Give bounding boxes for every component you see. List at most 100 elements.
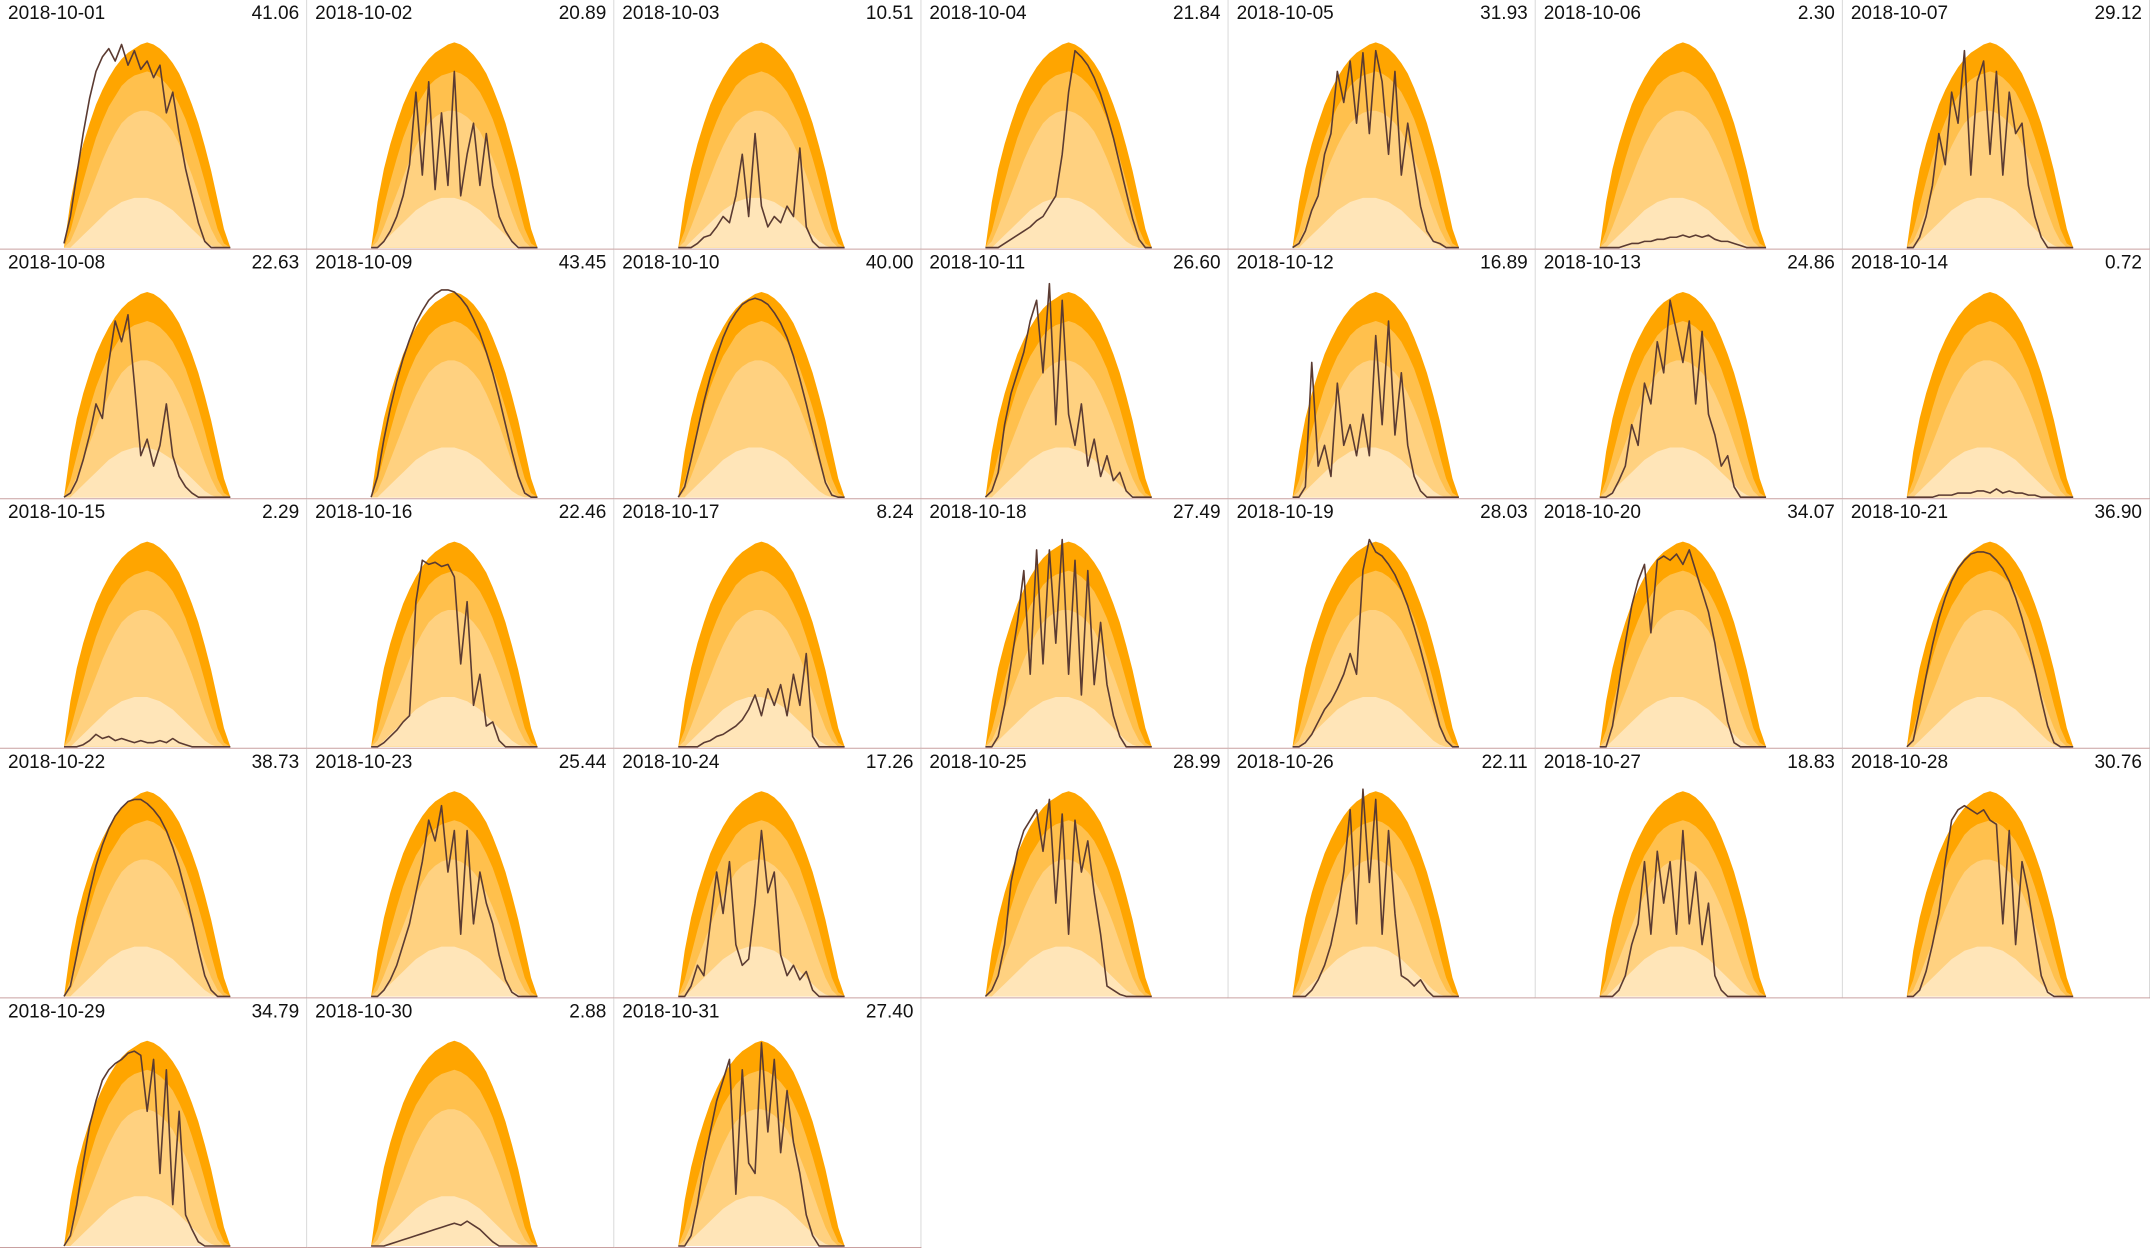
band-area	[371, 859, 538, 997]
production-line	[370, 289, 538, 498]
panel: 2018-10-08 22.63	[0, 249, 308, 500]
panel-date: 2018-10-18	[929, 502, 1026, 523]
production-line	[984, 282, 1152, 498]
panel: 2018-10-30 2.88	[307, 998, 615, 1248]
panel-total: 41.06	[252, 3, 300, 24]
panel-total: 36.90	[2094, 502, 2142, 523]
band-area	[1599, 697, 1767, 747]
panel-total: 31.93	[1480, 3, 1528, 24]
panel-date: 2018-10-13	[1544, 253, 1641, 274]
panel: 2018-10-01 41.06	[0, 0, 308, 250]
band-area	[1599, 609, 1767, 747]
band-area	[63, 110, 231, 248]
band-area	[1906, 447, 2074, 498]
panel: 2018-10-17 8.24	[614, 499, 922, 749]
panel-date: 2018-10-03	[622, 3, 719, 24]
panel-date: 2018-10-21	[1851, 502, 1948, 523]
panel-total: 40.00	[866, 253, 914, 274]
band-area	[985, 197, 1152, 248]
band-area	[63, 1196, 231, 1246]
panel-total: 28.03	[1480, 502, 1528, 523]
band-area	[1599, 447, 1767, 498]
band-area	[1599, 197, 1767, 248]
band-area	[371, 110, 538, 248]
panel: 2018-10-28 30.76	[1842, 748, 2150, 999]
production-line	[678, 1042, 845, 1247]
production-line	[371, 70, 538, 249]
panel: 2018-10-22 38.73	[0, 748, 308, 999]
production-line	[371, 1220, 538, 1247]
panel-date: 2018-10-04	[929, 3, 1027, 24]
band-area	[678, 1196, 845, 1246]
band-area	[678, 697, 845, 747]
panel-date: 2018-10-31	[622, 1001, 719, 1022]
panel-date: 2018-10-25	[929, 752, 1026, 773]
band-area	[1292, 697, 1459, 747]
panel-total: 27.49	[1173, 502, 1221, 523]
band-area	[371, 609, 538, 747]
band-area	[371, 1109, 538, 1246]
production-line	[1292, 788, 1459, 998]
panel-total: 0.72	[2105, 253, 2142, 274]
panel: 2018-10-27 18.83	[1535, 748, 1843, 999]
panel: 2018-10-24 17.26	[614, 748, 922, 999]
band-area	[1599, 946, 1767, 997]
panel-date: 2018-10-29	[8, 1001, 105, 1022]
production-line	[1599, 234, 1767, 249]
panel: 2018-10-26 22.11	[1228, 748, 1536, 999]
band-area	[63, 859, 231, 997]
band-area	[63, 946, 231, 997]
panel: 2018-10-23 25.44	[307, 748, 615, 999]
band-area	[1906, 110, 2074, 248]
production-line	[678, 829, 845, 998]
band-area	[678, 1109, 845, 1246]
panel-date: 2018-10-19	[1237, 502, 1334, 523]
band-area	[678, 859, 845, 997]
panel-date: 2018-10-09	[315, 253, 412, 274]
panel: 2018-10-13 24.86	[1535, 249, 1843, 500]
panel-total: 8.24	[876, 502, 913, 523]
panel-total: 38.73	[252, 752, 300, 773]
band-area	[63, 697, 231, 747]
production-line	[1599, 549, 1767, 748]
band-area	[371, 197, 538, 248]
panel: 2018-10-12 16.89	[1228, 249, 1536, 500]
production-line	[63, 1050, 231, 1247]
panel: 2018-10-07 29.12	[1842, 0, 2150, 250]
panel: 2018-10-21 36.90	[1842, 499, 2150, 749]
panel: 2018-10-29 34.79	[0, 998, 308, 1248]
panel-total: 34.79	[252, 1001, 300, 1022]
panel-total: 16.89	[1480, 253, 1528, 274]
panel-total: 17.26	[866, 752, 914, 773]
production-line	[1292, 49, 1459, 249]
band-area	[678, 360, 845, 498]
band-area	[371, 360, 538, 498]
production-line	[677, 297, 845, 498]
band-area	[1906, 609, 2074, 747]
panel: 2018-10-03 10.51	[614, 0, 922, 250]
panel: 2018-10-05 31.93	[1228, 0, 1536, 250]
band-area	[1599, 360, 1767, 498]
band-area	[985, 360, 1152, 498]
band-area	[63, 609, 231, 747]
panel-total: 10.51	[866, 3, 914, 24]
panel-date: 2018-10-06	[1544, 3, 1641, 24]
panel-total: 2.88	[569, 1001, 606, 1022]
production-line	[63, 313, 231, 498]
production-line	[1292, 538, 1459, 748]
panel-date: 2018-10-24	[622, 752, 720, 773]
panel-date: 2018-10-01	[8, 3, 105, 24]
production-line	[1906, 551, 2074, 748]
production-line	[678, 132, 845, 249]
band-area	[985, 697, 1152, 747]
production-line	[371, 559, 538, 748]
panel: 2018-10-15 2.29	[0, 499, 308, 749]
panel-total: 22.46	[559, 502, 607, 523]
band-area	[63, 197, 231, 248]
panel-total: 21.84	[1173, 3, 1221, 24]
band-area	[63, 1109, 231, 1246]
panel-date: 2018-10-08	[8, 253, 105, 274]
band-area	[678, 197, 845, 248]
